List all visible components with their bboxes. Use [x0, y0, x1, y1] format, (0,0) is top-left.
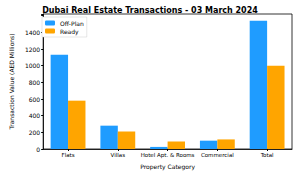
svg-text:800: 800 — [29, 79, 41, 86]
svg-text:Hotel Apt. & Rooms: Hotel Apt. & Rooms — [141, 152, 195, 159]
svg-text:Off-Plan: Off-Plan — [60, 20, 84, 27]
svg-text:Flats: Flats — [62, 152, 75, 158]
svg-text:1400: 1400 — [25, 29, 40, 36]
svg-text:1200: 1200 — [25, 46, 40, 53]
svg-text:Property Category: Property Category — [140, 163, 195, 171]
svg-text:Total: Total — [260, 152, 274, 158]
svg-text:400: 400 — [29, 112, 41, 119]
svg-text:0: 0 — [36, 146, 40, 153]
svg-text:200: 200 — [29, 129, 41, 136]
svg-text:Dubai Real Estate Transactions: Dubai Real Estate Transactions - 03 Marc… — [42, 6, 258, 15]
svg-text:Ready: Ready — [60, 28, 79, 36]
svg-text:Transaction Value (AED Million: Transaction Value (AED Millions) — [8, 33, 15, 130]
svg-text:600: 600 — [29, 96, 41, 103]
svg-text:1000: 1000 — [25, 62, 40, 69]
svg-text:Villas: Villas — [111, 152, 126, 158]
svg-text:Commercial: Commercial — [201, 152, 234, 158]
